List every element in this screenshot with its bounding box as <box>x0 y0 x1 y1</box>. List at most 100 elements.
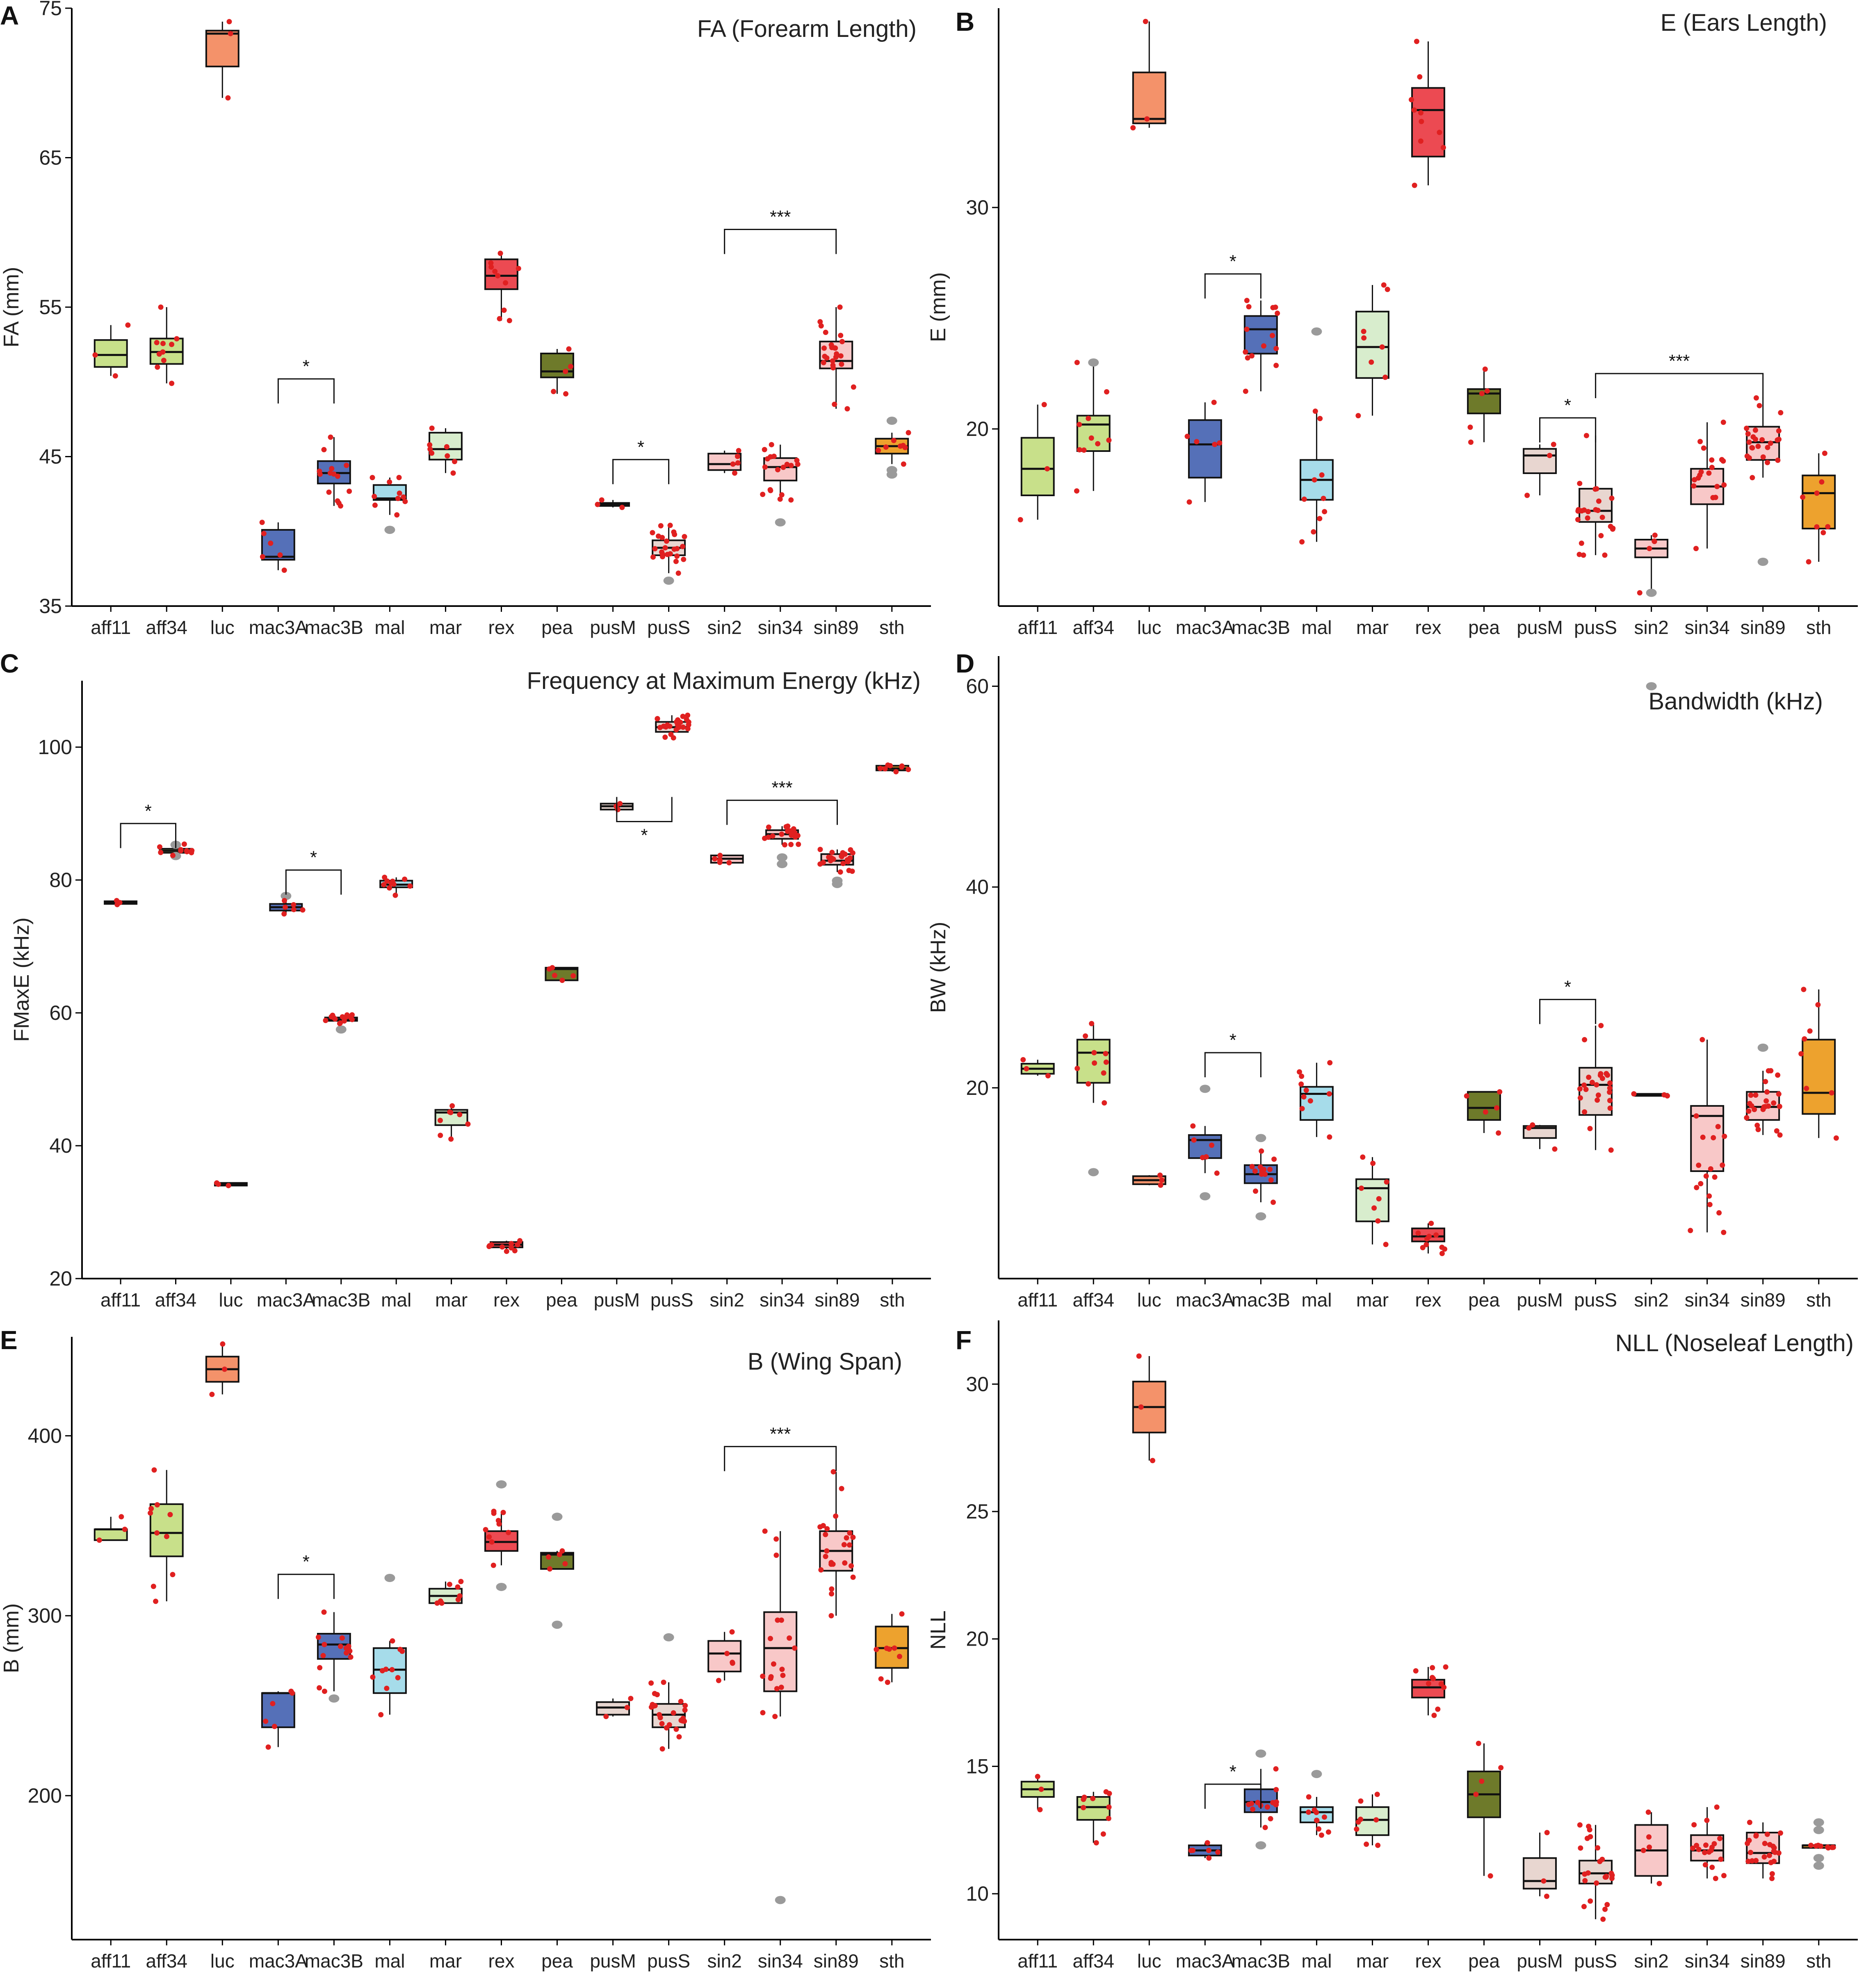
data-point <box>595 502 600 507</box>
data-point <box>1299 1106 1305 1111</box>
data-point <box>1544 1893 1549 1899</box>
data-point <box>1184 433 1190 439</box>
data-point <box>906 767 911 773</box>
box-mal <box>370 1574 407 1717</box>
data-point <box>821 360 826 365</box>
data-point <box>1582 1871 1588 1877</box>
data-point <box>566 346 572 352</box>
data-point <box>1586 1074 1592 1080</box>
y-tick-label: 300 <box>28 1604 62 1627</box>
x-tick-label: mar <box>1356 617 1389 638</box>
panel-C: C Frequency at Maximum Energy (kHz) FMaxE … <box>0 649 931 1311</box>
data-point <box>824 1526 830 1532</box>
data-point <box>792 830 798 836</box>
data-point <box>1408 97 1414 103</box>
data-point <box>570 973 576 979</box>
data-point <box>1707 1201 1713 1207</box>
data-point <box>762 464 768 470</box>
outlier-point <box>832 880 843 888</box>
data-point <box>1103 1059 1109 1065</box>
data-point <box>1600 1916 1606 1922</box>
data-point <box>1191 1137 1197 1143</box>
x-tick-label: mac3A <box>1176 617 1234 638</box>
data-point <box>96 1537 102 1543</box>
data-point <box>402 876 408 882</box>
data-point <box>1484 388 1490 394</box>
data-point <box>1498 1765 1504 1771</box>
data-point <box>1721 1229 1727 1235</box>
data-point <box>1361 328 1366 334</box>
data-point <box>148 1510 153 1516</box>
y-axis-label: BW (kHz) <box>926 922 950 1013</box>
data-point <box>1833 1135 1839 1141</box>
box-pea <box>1464 1089 1503 1136</box>
data-point <box>1150 1458 1155 1464</box>
data-point <box>684 717 689 723</box>
data-point <box>1775 457 1781 463</box>
data-point <box>778 1617 784 1623</box>
data-point <box>189 848 195 853</box>
iqr-box <box>1132 71 1166 124</box>
data-point <box>1306 1809 1312 1815</box>
data-point <box>1637 590 1642 596</box>
data-point <box>490 1562 496 1568</box>
data-point <box>1144 116 1150 122</box>
data-point <box>840 861 846 866</box>
x-tick-label: mar <box>1356 1289 1389 1311</box>
box-mal <box>1299 327 1334 545</box>
outlier-point <box>552 1621 563 1629</box>
data-point <box>838 353 844 359</box>
data-point <box>1106 1815 1111 1821</box>
data-point <box>1327 1060 1333 1066</box>
x-tick-label: pusM <box>594 1289 640 1311</box>
data-point <box>455 1584 461 1590</box>
data-point <box>900 442 906 448</box>
data-point <box>157 844 162 850</box>
data-point <box>1753 1092 1759 1098</box>
data-point <box>762 447 767 452</box>
data-point <box>1083 1033 1088 1039</box>
box-aff11 <box>94 1514 128 1543</box>
box-sin2 <box>1631 1091 1670 1099</box>
iqr-box <box>707 1640 742 1673</box>
data-point <box>767 487 773 492</box>
y-tick-label: 60 <box>49 1001 72 1024</box>
data-point <box>1250 1806 1255 1812</box>
x-tick-label: pusS <box>650 1289 693 1311</box>
data-point <box>833 1513 839 1519</box>
box-sth <box>1802 1818 1836 1870</box>
x-tick-label: mac3A <box>249 1950 308 1972</box>
panel-title: E (Ears Length) <box>1661 9 1827 36</box>
data-point <box>1322 509 1328 515</box>
outlier-point <box>1255 1841 1266 1850</box>
data-point <box>1211 399 1217 405</box>
box-pusM <box>1523 442 1557 498</box>
panel-A: A FA (Forearm Length) FA (mm) 35 45 55 65 75 aff… <box>0 0 931 638</box>
data-point <box>1270 1800 1276 1806</box>
data-point <box>1317 516 1323 522</box>
box-luc <box>1132 1172 1166 1188</box>
data-point <box>846 1542 852 1548</box>
data-point <box>782 842 788 848</box>
data-point <box>395 496 401 502</box>
data-point <box>335 473 340 479</box>
data-point <box>1575 508 1581 514</box>
data-point <box>650 530 655 536</box>
data-point <box>329 466 335 472</box>
data-point <box>1271 1199 1276 1205</box>
data-point <box>1706 470 1712 476</box>
data-point <box>1702 1862 1708 1868</box>
data-point <box>885 1680 890 1685</box>
data-point <box>1631 1091 1637 1097</box>
iqr-box <box>484 258 518 290</box>
bracket-line <box>724 228 837 254</box>
data-point <box>261 531 267 536</box>
data-point <box>1754 1122 1760 1128</box>
data-point <box>619 504 625 510</box>
data-point <box>1104 389 1109 395</box>
data-point <box>735 460 741 466</box>
y-tick-label: 35 <box>39 595 62 618</box>
data-point <box>887 763 893 768</box>
x-tick-label: mac3B <box>1232 1950 1290 1972</box>
box-pusS <box>1575 433 1616 558</box>
